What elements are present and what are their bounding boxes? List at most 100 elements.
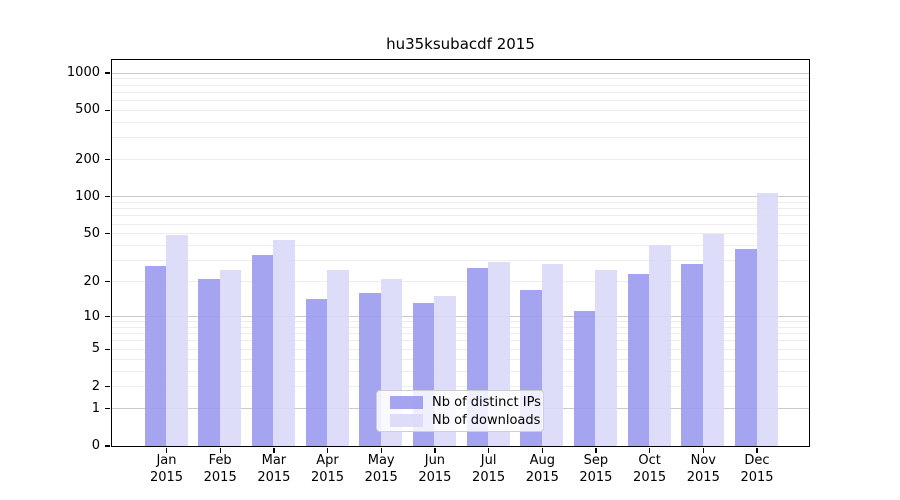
- x-tick-mark: [649, 448, 651, 453]
- y-tick-label: 100: [75, 188, 100, 204]
- y-tick-mark: [105, 386, 110, 388]
- gridline-minor: [111, 223, 809, 225]
- bar-distinct-ips: [251, 255, 274, 446]
- y-tick-mark: [105, 159, 110, 161]
- x-tick-mark: [165, 448, 168, 453]
- plot-area: [110, 58, 810, 447]
- bar-downloads: [702, 234, 725, 446]
- bar-downloads: [595, 269, 617, 446]
- x-tick-label: Feb 2015: [203, 453, 237, 485]
- bar-downloads: [541, 263, 564, 446]
- legend-swatch-downloads: [390, 413, 423, 427]
- y-tick-label: 10: [83, 308, 100, 324]
- x-tick-mark: [541, 448, 543, 453]
- y-tick-mark: [105, 408, 110, 410]
- gridline-minor: [111, 91, 809, 93]
- gridline-major: [111, 196, 809, 198]
- y-tick-mark: [105, 315, 110, 318]
- bar-downloads: [273, 240, 295, 446]
- gridline-minor: [111, 260, 809, 262]
- x-tick-mark: [595, 448, 597, 453]
- bar-distinct-ips: [359, 292, 381, 446]
- bar-distinct-ips: [305, 299, 327, 446]
- gridline-minor: [111, 340, 809, 342]
- gridline-minor: [111, 208, 809, 210]
- gridline-minor: [111, 121, 809, 123]
- legend-row-distinct-ips: Nb of distinct IPs: [390, 395, 543, 410]
- bar-distinct-ips: [681, 263, 703, 446]
- x-tick-label: Apr 2015: [310, 453, 345, 485]
- x-tick-mark: [273, 448, 275, 453]
- legend-row-downloads: Nb of downloads: [390, 413, 543, 428]
- gridline-minor: [111, 84, 809, 86]
- gridline-major: [111, 72, 809, 74]
- gridline-minor: [111, 137, 809, 139]
- x-tick-label: May 2015: [364, 453, 398, 485]
- x-tick-label: Mar 2015: [257, 453, 291, 485]
- x-tick-label: Oct 2015: [633, 453, 667, 485]
- y-tick-label: 200: [75, 151, 100, 167]
- x-tick-label: Nov 2015: [686, 453, 720, 485]
- gridline-minor: [111, 100, 809, 101]
- x-tick-mark: [380, 448, 382, 453]
- bar-downloads: [219, 269, 242, 446]
- y-tick-mark: [105, 233, 110, 235]
- gridline-minor: [111, 245, 809, 246]
- x-tick-mark: [488, 448, 490, 453]
- bar-distinct-ips: [627, 273, 650, 446]
- gridline-minor: [111, 233, 809, 235]
- y-tick-mark: [105, 196, 110, 198]
- legend-label-distinct-ips: Nb of distinct IPs: [432, 394, 541, 410]
- x-tick-label: Sep 2015: [579, 453, 613, 485]
- bar-distinct-ips: [735, 249, 757, 446]
- bar-downloads: [166, 235, 188, 446]
- y-tick-mark: [105, 281, 110, 283]
- y-tick-label: 20: [83, 273, 100, 289]
- bar-distinct-ips: [573, 311, 596, 446]
- x-tick-mark: [756, 448, 758, 453]
- y-tick-mark: [105, 72, 110, 74]
- bar-downloads: [649, 245, 671, 446]
- bar-distinct-ips: [198, 278, 220, 446]
- legend-swatch-distinct-ips: [390, 395, 423, 409]
- gridline-minor: [111, 321, 809, 323]
- gridline-minor: [111, 370, 809, 372]
- x-tick-mark: [702, 448, 704, 453]
- gridline-minor: [111, 202, 809, 203]
- gridline-minor: [111, 78, 809, 80]
- legend: Nb of distinct IPs Nb of downloads: [376, 390, 544, 432]
- y-tick-label: 500: [75, 102, 100, 118]
- y-tick-label: 0: [91, 438, 100, 453]
- gridline-minor: [111, 215, 809, 217]
- x-tick-label: Aug 2015: [525, 453, 559, 485]
- gridline-major: [111, 316, 809, 317]
- x-tick-mark: [434, 448, 436, 453]
- gridline-minor: [111, 386, 809, 388]
- x-tick-label: Jul 2015: [472, 453, 506, 485]
- bar-downloads: [327, 269, 349, 446]
- gridline-minor: [111, 281, 809, 283]
- bar-downloads: [756, 193, 778, 446]
- gridline-minor: [111, 109, 809, 111]
- chart-title: hu35ksubacdf 2015: [386, 35, 535, 53]
- y-tick-mark: [105, 348, 110, 350]
- gridline-minor: [111, 159, 809, 161]
- gridline-minor: [111, 358, 809, 360]
- y-tick-label: 50: [83, 225, 100, 241]
- x-tick-mark: [326, 448, 329, 453]
- gridline-minor: [111, 348, 809, 350]
- legend-label-downloads: Nb of downloads: [432, 412, 541, 428]
- y-tick-label: 2: [91, 378, 100, 394]
- y-tick-mark: [105, 109, 110, 112]
- y-tick-label: 1000: [66, 65, 100, 80]
- x-tick-label: Jun 2015: [418, 453, 452, 485]
- y-tick-label: 5: [91, 341, 100, 357]
- x-tick-label: Dec 2015: [740, 453, 774, 485]
- y-tick-label: 1: [91, 400, 100, 416]
- x-tick-mark: [219, 448, 221, 453]
- gridline-minor: [111, 326, 809, 328]
- y-tick-mark: [105, 445, 110, 447]
- gridline-minor: [111, 333, 809, 335]
- x-tick-label: Jan 2015: [149, 453, 184, 485]
